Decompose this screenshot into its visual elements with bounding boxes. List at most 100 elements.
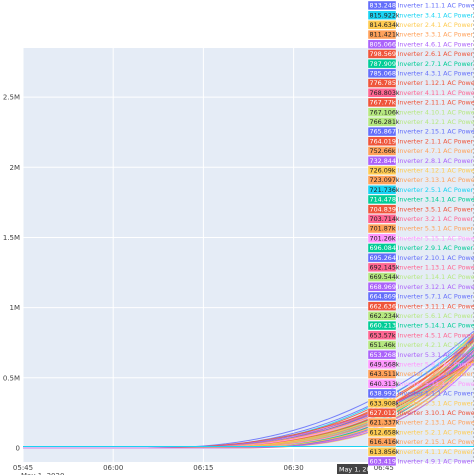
- hover-value: 664.869k: [370, 293, 400, 301]
- hover-value: 621.337k: [370, 419, 400, 427]
- hover-value: 714.478k: [370, 196, 400, 204]
- hover-value: 703.714k: [370, 215, 400, 223]
- hover-value-box: [367, 59, 397, 69]
- hover-value: 764.019k: [370, 137, 400, 145]
- hover-value: 695.264k: [370, 254, 400, 262]
- hover-value-box: [367, 243, 397, 253]
- x-hover-label: May 1, 20: [337, 464, 371, 474]
- hover-series-name: Inverter 5.7.1 AC Power: [398, 293, 474, 301]
- hover-series-name: Inverter 4.9.1 AC Power: [398, 458, 474, 466]
- hover-value: 627.012k: [370, 409, 400, 417]
- hover-value-box: [367, 262, 397, 272]
- y-tick-label: 1.5M: [3, 234, 20, 242]
- hover-series-name: Inverter 2.9.1 AC Power: [398, 244, 474, 252]
- hover-series-name: Inverter 5.3.1 AC Power: [398, 351, 474, 359]
- hover-label: 767.77k Inverter 2.11.1 AC Power: [367, 97, 474, 108]
- hover-value: 787.909k: [370, 60, 400, 68]
- hover-value: 765.867k: [370, 128, 400, 136]
- hover-value-box: [367, 175, 397, 185]
- hover-series-name: Inverter 5.15.1 AC Power: [398, 234, 474, 242]
- hover-value: 704.839k: [370, 205, 400, 213]
- hover-value: 633.908k: [370, 399, 400, 407]
- hover-value-box: [367, 427, 397, 437]
- hover-value: 638.992k: [370, 390, 400, 398]
- y-tick-label: 0: [16, 444, 20, 452]
- hover-value-box: [367, 146, 397, 156]
- hover-value: 798.569k: [370, 50, 400, 58]
- hover-value: 643.511k: [370, 370, 400, 378]
- hover-label: 726.09k Inverter 4.12.1 AC Power: [367, 165, 474, 175]
- hover-value: 785.068k: [370, 70, 400, 78]
- hover-label: 653.57k Inverter 4.5.1 AC Power: [367, 330, 474, 340]
- hover-value: 814.634k: [370, 21, 400, 29]
- hover-series-name: Inverter 3.13.1 AC Power: [398, 176, 474, 184]
- hover-value-box: [367, 136, 397, 146]
- hover-value-box: [367, 408, 397, 418]
- hover-label: 752.66k Inverter 4.7.1 AC Power: [367, 146, 474, 156]
- hover-value: 768.803k: [370, 89, 400, 97]
- hover-value: 776.785k: [370, 79, 400, 87]
- hover-value-box: [367, 78, 397, 88]
- hover-series-name: Inverter 3.14.1 AC Power: [398, 196, 474, 204]
- hover-value-box: [367, 417, 397, 428]
- hover-value-box: [367, 320, 397, 331]
- hover-value: 653.57k: [370, 331, 396, 339]
- hover-value: 752.66k: [370, 147, 396, 155]
- hover-value-box: [367, 49, 397, 59]
- hover-series-name: Inverter 2.4.1 AC Power: [398, 21, 474, 29]
- hover-value: 640.313k: [370, 380, 400, 388]
- hover-series-name: Inverter 5.8.1 AC Power: [398, 361, 474, 369]
- hover-value-box: [367, 359, 397, 369]
- y-tick-label: 2.5M: [3, 94, 20, 102]
- hover-value-box: [367, 350, 397, 360]
- hover-series-name: Inverter 1.1.1 AC Power: [398, 390, 474, 398]
- hover-value-box: [367, 282, 397, 292]
- hover-value: 662.636k: [370, 302, 400, 310]
- hover-series-name: Inverter 2.13.1 AC Power: [398, 419, 474, 427]
- hover-series-name: Inverter 5.2.1 AC Power: [398, 428, 474, 436]
- hover-series-name: Inverter 2.7.1 AC Power: [398, 60, 474, 68]
- hover-value-box: [367, 20, 397, 30]
- x-tick-label: 06:00: [103, 464, 123, 472]
- hover-series-name: Inverter 4.12.1 AC Power: [398, 167, 474, 175]
- hover-value-box: [367, 340, 397, 350]
- hover-series-name: Inverter 3.4.1 AC Power: [398, 11, 474, 19]
- x-tick-label: 05:45: [13, 464, 33, 472]
- hover-value-box: [367, 223, 397, 234]
- hover-series-name: Inverter 2.5.1 AC Power: [398, 186, 474, 194]
- hover-series-name: Inverter 3.10.1 AC Power: [398, 409, 474, 417]
- hover-series-name: Inverter 3.11.1 AC Power: [398, 302, 474, 310]
- x-hover-box: [337, 464, 368, 474]
- hover-series-name: Inverter 4.7.1 AC Power: [398, 147, 474, 155]
- hover-series-name: Inverter 5.6.1 AC Power: [398, 312, 474, 320]
- hover-series-name: Inverter 3.5.1 AC Power: [398, 205, 474, 213]
- hover-value: 767.106k: [370, 108, 400, 116]
- hover-value: 603.419k: [370, 458, 400, 466]
- hover-value-box: [367, 233, 397, 243]
- hover-value: 613.856k: [370, 448, 400, 456]
- hover-value-box: [367, 126, 397, 137]
- x-gridlines: [22, 48, 385, 462]
- hover-series-name: Inverter 2.10.1 AC Power: [398, 254, 474, 262]
